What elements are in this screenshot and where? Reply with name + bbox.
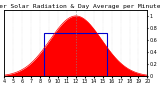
Title: Milwaukee Weather Solar Radiation & Day Average per Minute W/m² (Today): Milwaukee Weather Solar Radiation & Day … — [0, 3, 160, 9]
Bar — [44, 33, 107, 76]
